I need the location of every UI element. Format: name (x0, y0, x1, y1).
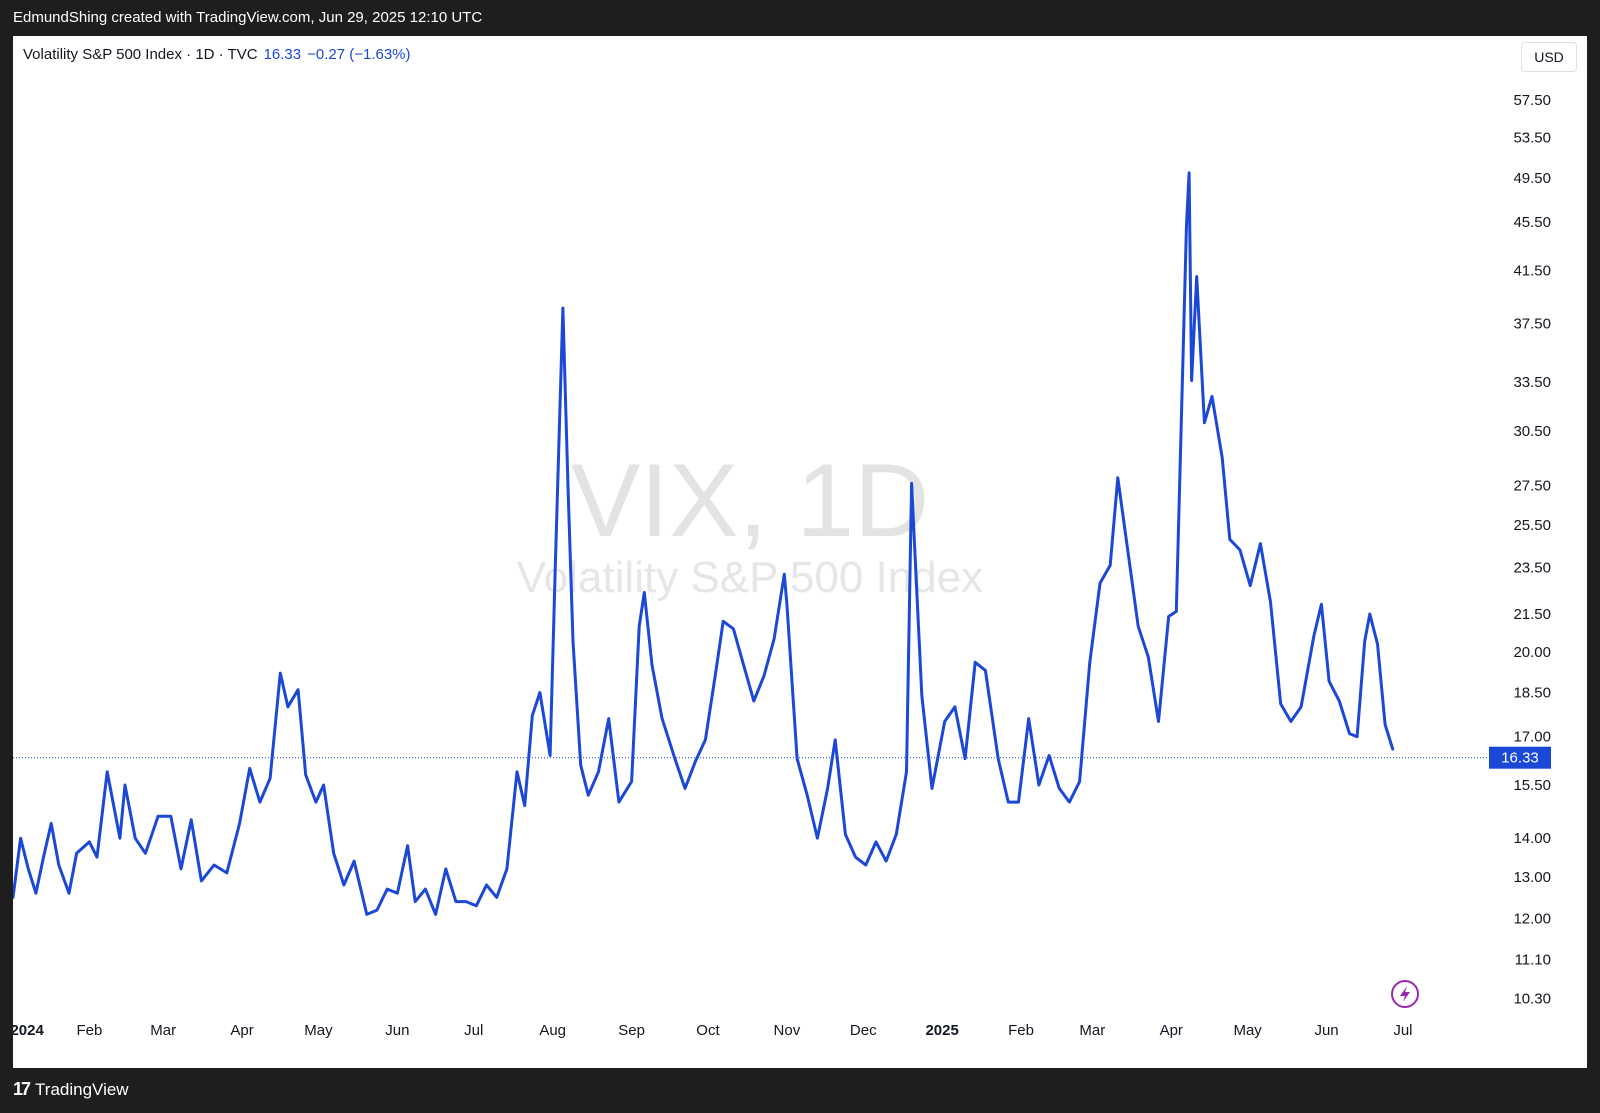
x-tick-label: Mar (1079, 1022, 1105, 1039)
x-tick-label: Jun (385, 1022, 409, 1039)
y-tick-label: 49.50 (1513, 170, 1551, 187)
vix-line-series[interactable] (13, 171, 1395, 916)
x-tick-label: Jul (1393, 1022, 1412, 1039)
y-tick-label: 15.50 (1513, 777, 1551, 794)
time-axis[interactable]: 2024 Feb Mar Apr May Jun Jul Aug Sep Oct Nov Dec 202… (13, 1022, 1413, 1039)
x-tick-label: Nov (774, 1022, 801, 1039)
footer-bar: 17 TradingView (0, 1068, 1600, 1113)
y-tick-label: 18.50 (1513, 685, 1551, 702)
y-tick-label: 20.00 (1513, 644, 1551, 661)
y-tick-label: 12.00 (1513, 911, 1551, 928)
x-tick-label: Feb (76, 1022, 102, 1039)
x-tick-label: Apr (1160, 1022, 1183, 1039)
price-axis[interactable]: 57.50 53.50 49.50 45.50 41.50 37.50 33.50 30.50… (1513, 92, 1551, 1008)
watermark-name: Volatility S&P 500 Index (517, 553, 983, 602)
y-tick-label: 53.50 (1513, 130, 1551, 147)
y-tick-label: 25.50 (1513, 517, 1551, 534)
x-tick-label: Feb (1008, 1022, 1034, 1039)
chart-legend[interactable]: Volatility S&P 500 Index · 1D · TVC 16.33… (23, 46, 411, 63)
x-tick-label: Jun (1314, 1022, 1338, 1039)
currency-button[interactable]: USD (1521, 42, 1577, 72)
x-tick-label: Jul (464, 1022, 483, 1039)
x-tick-label: 2024 (13, 1022, 44, 1039)
tradingview-logo-icon: 17 (13, 1079, 31, 1099)
x-tick-label: Apr (230, 1022, 253, 1039)
tradingview-brand[interactable]: 17 TradingView (13, 1079, 129, 1100)
x-tick-label: Sep (618, 1022, 645, 1039)
legend-symbol: Volatility S&P 500 Index · 1D · TVC (23, 46, 258, 63)
flash-icon[interactable] (1391, 980, 1419, 1008)
watermark-symbol: VIX, 1D (571, 443, 929, 559)
attribution-text: EdmundShing created with TradingView.com… (13, 9, 483, 26)
x-tick-label: May (304, 1022, 333, 1039)
y-tick-label: 14.00 (1513, 830, 1551, 847)
y-tick-label: 27.50 (1513, 477, 1551, 494)
y-tick-label: 17.00 (1513, 729, 1551, 746)
chart-panel[interactable]: VIX, 1D Volatility S&P 500 Index 57.50 53… (13, 36, 1587, 1068)
x-tick-label: Mar (150, 1022, 176, 1039)
x-tick-label: Oct (696, 1022, 720, 1039)
x-tick-label: 2025 (925, 1022, 958, 1039)
y-tick-label: 23.50 (1513, 559, 1551, 576)
y-tick-label: 41.50 (1513, 262, 1551, 279)
x-tick-label: Dec (850, 1022, 877, 1039)
last-price-badge: 16.33 (1489, 746, 1551, 769)
y-tick-label: 21.50 (1513, 606, 1551, 623)
y-tick-label: 33.50 (1513, 374, 1551, 391)
attribution-bar: EdmundShing created with TradingView.com… (0, 0, 1600, 36)
y-tick-label: 10.30 (1513, 991, 1551, 1008)
legend-change: −0.27 (−1.63%) (307, 46, 411, 63)
legend-last-value: 16.33 (263, 46, 302, 63)
y-tick-label: 11.10 (1515, 951, 1551, 968)
y-tick-label: 37.50 (1513, 315, 1551, 332)
y-tick-label: 45.50 (1513, 214, 1551, 231)
x-tick-label: Aug (539, 1022, 566, 1039)
price-chart[interactable]: VIX, 1D Volatility S&P 500 Index 57.50 53… (13, 36, 1587, 1068)
y-tick-label: 30.50 (1513, 423, 1551, 440)
y-tick-label: 57.50 (1513, 92, 1551, 109)
chart-watermark: VIX, 1D Volatility S&P 500 Index (517, 443, 983, 602)
y-tick-label: 13.00 (1513, 869, 1551, 886)
brand-name: TradingView (35, 1079, 129, 1099)
x-tick-label: May (1233, 1022, 1262, 1039)
last-price-label: 16.33 (1501, 750, 1539, 767)
